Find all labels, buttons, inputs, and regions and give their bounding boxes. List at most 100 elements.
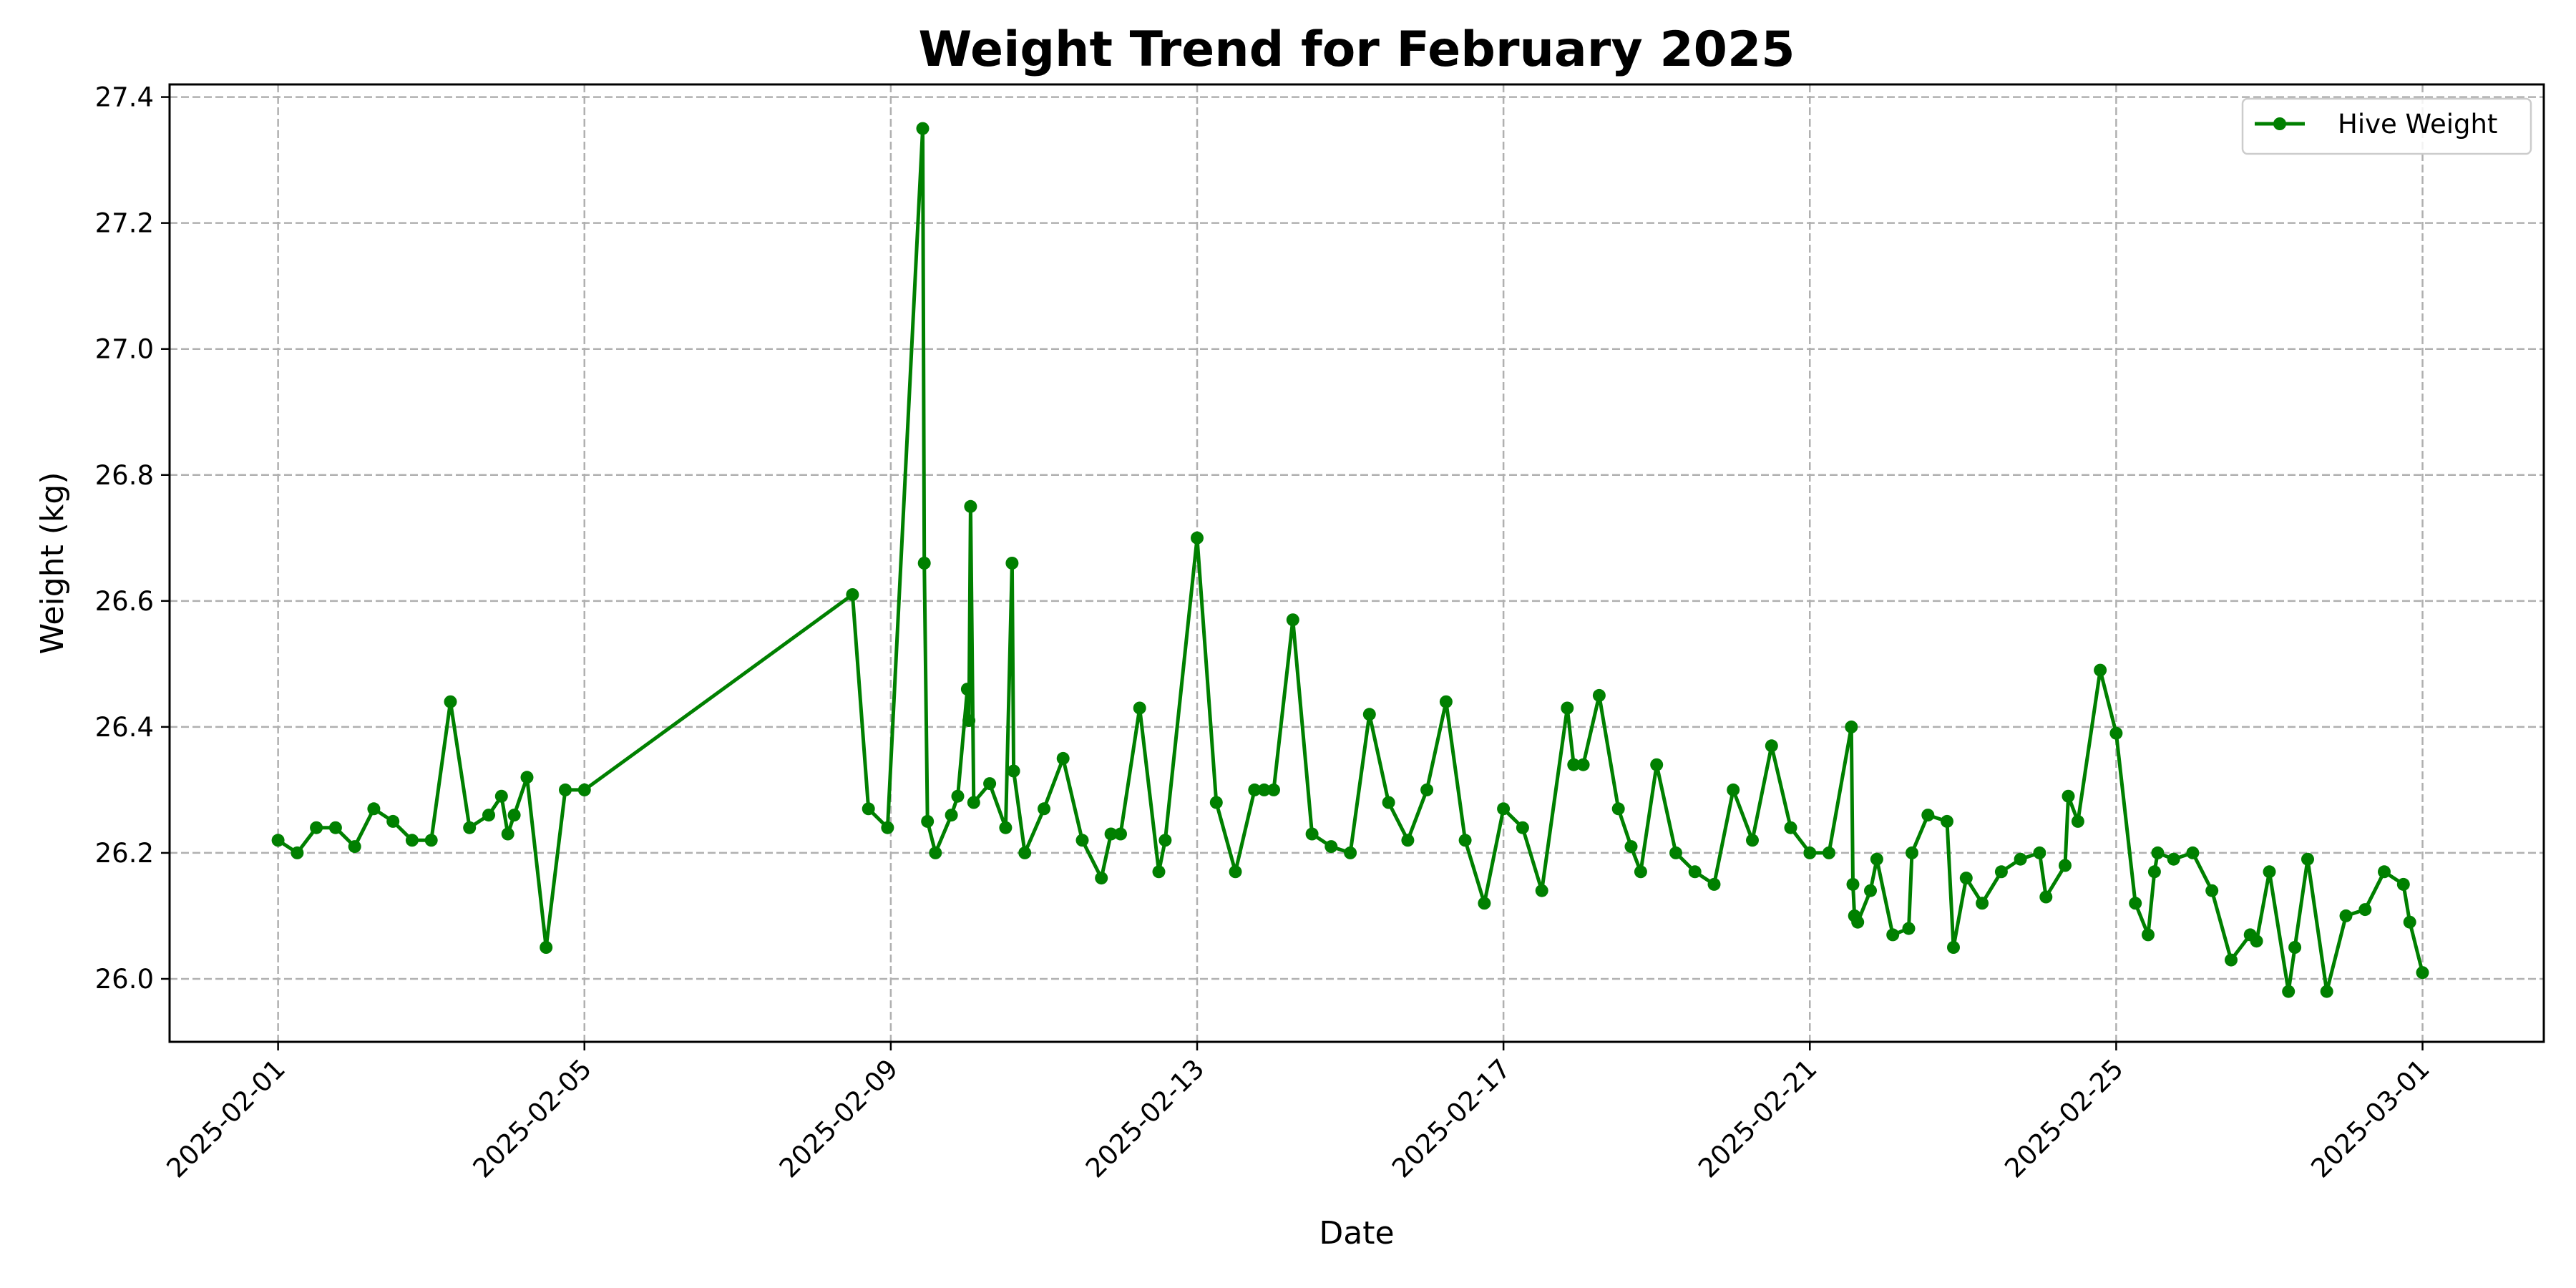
data-point bbox=[1803, 846, 1817, 859]
data-point bbox=[2301, 852, 2314, 866]
data-point bbox=[1976, 897, 1989, 910]
data-point bbox=[1362, 708, 1376, 721]
data-point bbox=[1420, 783, 1434, 796]
data-point bbox=[494, 789, 508, 803]
data-point bbox=[1535, 884, 1548, 897]
data-point bbox=[1611, 802, 1625, 816]
data-point bbox=[1669, 846, 1682, 859]
data-point bbox=[540, 941, 553, 954]
data-point bbox=[405, 834, 419, 847]
data-point bbox=[1344, 846, 1357, 859]
data-point bbox=[1018, 846, 1032, 859]
legend-box bbox=[2241, 97, 2532, 155]
data-point bbox=[1921, 809, 1935, 822]
data-point bbox=[367, 802, 381, 816]
data-point bbox=[2014, 852, 2027, 866]
data-point bbox=[1650, 758, 1664, 771]
data-point bbox=[2263, 865, 2276, 879]
data-point bbox=[328, 821, 342, 834]
data-point bbox=[929, 846, 942, 859]
data-point bbox=[271, 834, 285, 847]
data-point bbox=[348, 840, 361, 854]
data-point bbox=[559, 783, 572, 796]
data-point bbox=[482, 809, 495, 822]
data-point bbox=[1592, 688, 1606, 702]
data-point bbox=[1851, 915, 1865, 929]
data-point bbox=[1624, 840, 1638, 854]
data-point bbox=[983, 777, 997, 791]
data-point bbox=[1114, 827, 1127, 841]
data-point bbox=[2250, 935, 2263, 948]
data-point bbox=[1947, 941, 1960, 954]
data-point bbox=[577, 783, 591, 796]
data-point bbox=[1870, 852, 1883, 866]
data-point bbox=[1286, 613, 1299, 627]
data-point bbox=[881, 821, 894, 834]
data-point bbox=[1152, 865, 1166, 879]
data-point bbox=[2416, 966, 2429, 980]
chart-title: Weight Trend for February 2025 bbox=[918, 21, 1795, 78]
data-point bbox=[2167, 852, 2180, 866]
data-point bbox=[1401, 834, 1415, 847]
x-axis-label: Date bbox=[1319, 1215, 1394, 1252]
data-point bbox=[1886, 928, 1900, 942]
data-point bbox=[1038, 802, 1050, 816]
data-point bbox=[1229, 865, 1242, 879]
y-tick-label: 26.8 bbox=[95, 460, 154, 491]
data-point bbox=[1257, 783, 1271, 796]
data-point bbox=[1209, 796, 1223, 809]
data-point bbox=[1941, 814, 1953, 828]
data-point bbox=[1191, 531, 1204, 545]
data-point bbox=[1994, 865, 2008, 879]
data-point bbox=[945, 809, 958, 822]
data-point bbox=[1248, 783, 1262, 796]
data-point bbox=[917, 557, 931, 570]
data-point bbox=[2339, 909, 2353, 922]
data-point bbox=[1567, 758, 1581, 771]
y-axis: 26.0 26.2 26.4 26.6 26.8 27.0 27.2 27.4 bbox=[95, 82, 170, 995]
y-tick-label: 27.4 bbox=[95, 82, 154, 113]
series-layer bbox=[271, 122, 2429, 998]
data-point bbox=[1305, 827, 1319, 841]
data-point bbox=[1324, 840, 1338, 854]
data-point bbox=[1478, 897, 1491, 910]
data-point bbox=[2062, 789, 2075, 803]
data-point bbox=[2225, 953, 2238, 967]
data-point bbox=[2288, 941, 2302, 954]
data-point bbox=[2129, 897, 2142, 910]
data-point bbox=[1727, 783, 1740, 796]
data-point bbox=[424, 834, 438, 847]
data-point bbox=[1516, 821, 1529, 834]
data-point bbox=[291, 846, 304, 859]
data-point bbox=[960, 683, 974, 696]
data-point bbox=[2033, 846, 2046, 859]
data-point bbox=[2282, 985, 2296, 998]
plot-frame bbox=[168, 83, 2545, 1043]
data-point bbox=[1439, 695, 1453, 708]
data-point bbox=[463, 821, 477, 834]
data-point bbox=[2059, 859, 2072, 872]
data-point bbox=[1095, 872, 1108, 885]
data-point bbox=[1576, 758, 1590, 771]
data-point bbox=[951, 789, 965, 803]
data-point bbox=[1746, 834, 1759, 847]
data-point bbox=[1634, 865, 1647, 879]
data-point bbox=[2378, 865, 2391, 879]
data-point bbox=[2142, 928, 2155, 942]
data-point bbox=[1707, 877, 1721, 891]
data-point bbox=[2039, 890, 2053, 904]
data-point bbox=[1846, 877, 1860, 891]
y-tick-label: 27.2 bbox=[95, 208, 154, 239]
data-point bbox=[2396, 877, 2410, 891]
data-point bbox=[846, 588, 859, 601]
y-axis-label: Weight (kg) bbox=[34, 472, 71, 654]
y-tick-label: 27.0 bbox=[95, 334, 154, 365]
legend-label: Hive Weight bbox=[2338, 109, 2497, 140]
data-point bbox=[520, 771, 534, 784]
data-point bbox=[2186, 846, 2200, 859]
data-point bbox=[2094, 663, 2107, 677]
data-point bbox=[1561, 701, 1574, 715]
data-point bbox=[2071, 814, 2084, 828]
data-point bbox=[1959, 872, 1973, 885]
